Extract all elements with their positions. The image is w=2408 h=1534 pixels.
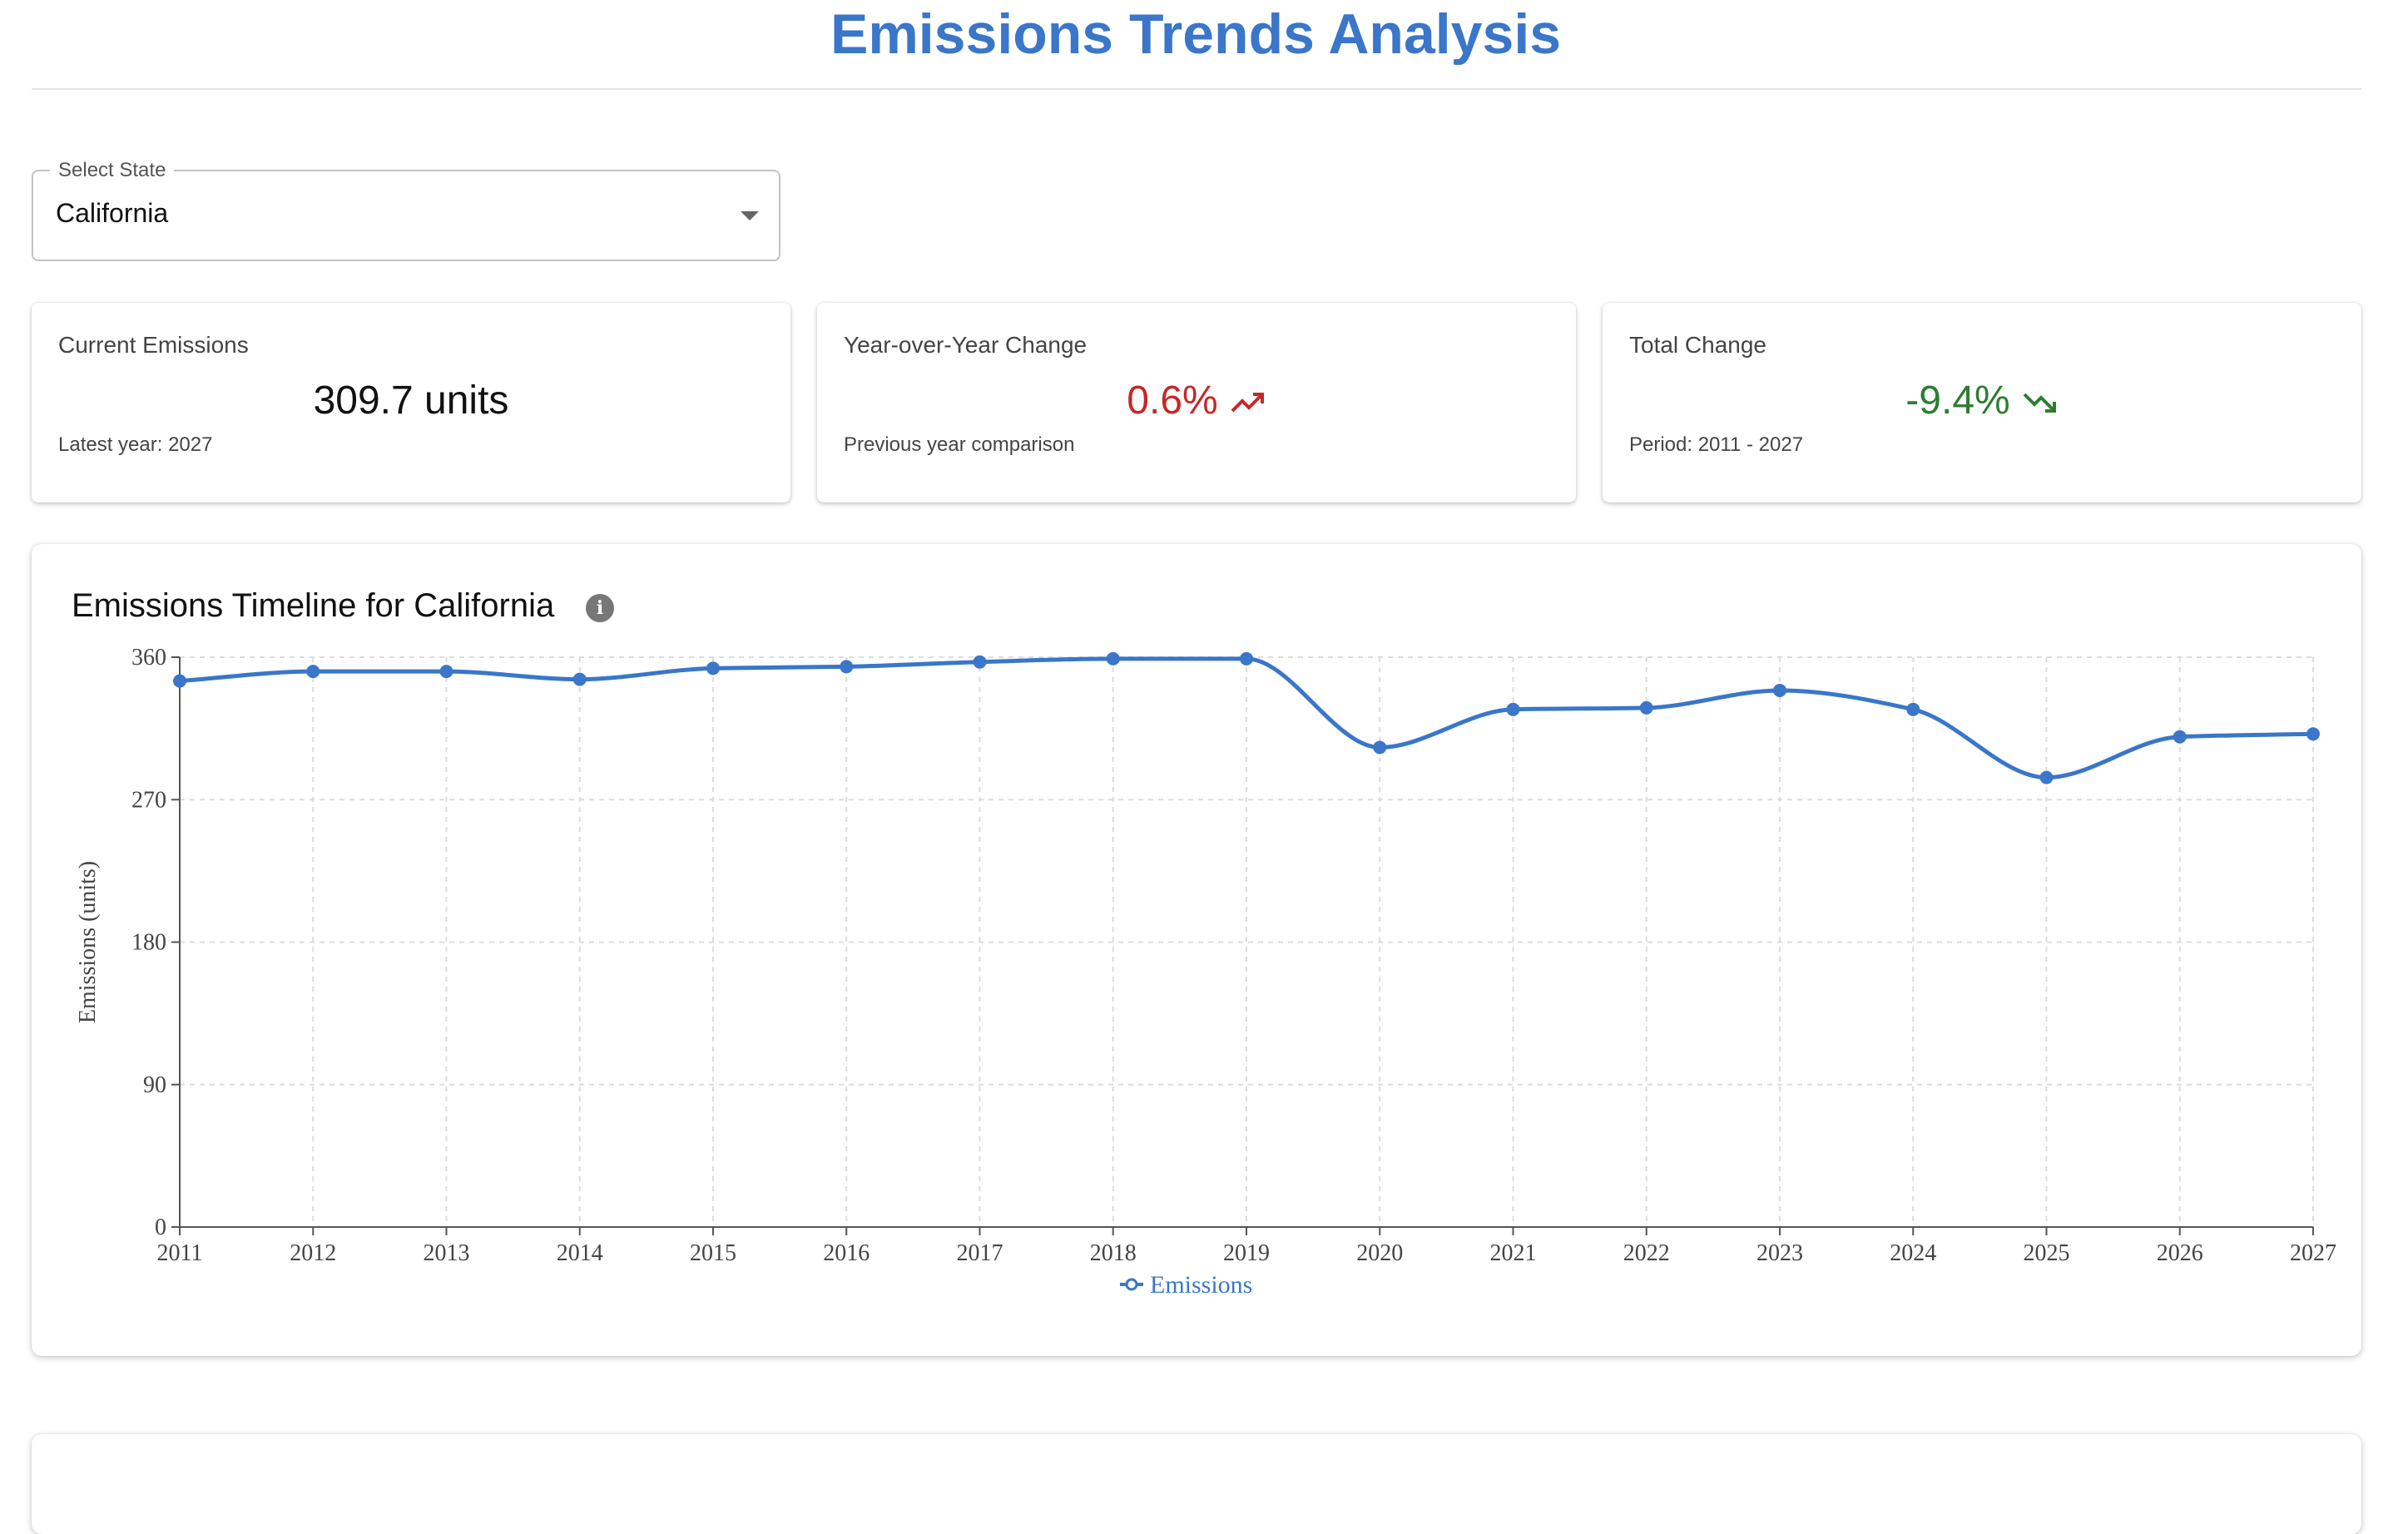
data-point <box>306 665 320 679</box>
data-point <box>973 655 987 669</box>
x-tick-label: 2025 <box>2024 1240 2070 1266</box>
total-change-card: Total Change -9.4% Period: 2011 - 2027 <box>1603 303 2361 502</box>
y-tick-label: 360 <box>131 645 166 671</box>
stat-caption: Latest year: 2027 <box>58 433 213 456</box>
x-tick-label: 2022 <box>1623 1240 1670 1266</box>
data-point <box>173 674 186 688</box>
x-tick-label: 2012 <box>290 1240 336 1266</box>
state-select-value: California <box>56 198 169 228</box>
chevron-down-icon[interactable] <box>741 211 759 220</box>
x-tick-label: 2019 <box>1223 1240 1270 1266</box>
data-point <box>1906 702 1920 716</box>
trending-down-icon <box>2022 378 2059 428</box>
stat-title: Total Change <box>1629 332 1767 358</box>
secondary-card <box>32 1434 2361 1534</box>
x-tick-label: 2016 <box>823 1240 870 1266</box>
x-tick-label: 2027 <box>2290 1240 2336 1266</box>
y-tick-label: 0 <box>155 1215 166 1240</box>
chart-legend[interactable]: Emissions <box>1120 1271 1252 1299</box>
y-tick-label: 180 <box>131 930 166 956</box>
data-point <box>1373 740 1387 755</box>
trending-up-icon <box>1230 378 1266 428</box>
x-tick-label: 2026 <box>2157 1240 2203 1266</box>
stat-title: Current Emissions <box>58 332 249 358</box>
data-point <box>2173 730 2187 744</box>
data-point <box>1639 700 1653 715</box>
data-point <box>572 672 587 686</box>
stat-value-row: 0.6% <box>817 376 1576 428</box>
data-point <box>840 660 854 674</box>
info-icon[interactable]: i <box>586 594 614 622</box>
stat-value: 309.7 units <box>313 379 509 423</box>
legend-marker-icon <box>1125 1278 1138 1291</box>
y-tick-label: 270 <box>131 787 166 813</box>
state-select-label: Select State <box>50 158 175 183</box>
stat-value: 0.6% <box>1127 379 1218 423</box>
current-emissions-card: Current Emissions 309.7 units Latest yea… <box>32 303 790 502</box>
chart-title: Emissions Timeline for California <box>72 587 555 624</box>
title-divider <box>32 88 2361 90</box>
x-tick-label: 2024 <box>1890 1240 1936 1266</box>
x-tick-label: 2017 <box>957 1240 1003 1266</box>
data-point <box>1773 683 1786 697</box>
data-point <box>1106 651 1120 666</box>
data-point <box>2039 770 2054 784</box>
y-tick-label: 90 <box>143 1072 166 1098</box>
page-title: Emissions Trends Analysis <box>830 2 1562 66</box>
x-tick-label: 2021 <box>1490 1240 1537 1266</box>
stat-value-row: -9.4% <box>1603 376 2361 428</box>
stat-caption: Period: 2011 - 2027 <box>1629 433 1804 456</box>
x-tick-label: 2014 <box>557 1240 603 1266</box>
y-axis-label: Emissions (units) <box>75 861 101 1023</box>
yoy-change-card: Year-over-Year Change 0.6% Previous year… <box>817 303 1576 502</box>
x-tick-label: 2020 <box>1356 1240 1403 1266</box>
x-tick-label: 2018 <box>1090 1240 1137 1266</box>
state-select[interactable]: Select State California <box>32 158 780 261</box>
emissions-series-line <box>179 656 2314 780</box>
legend-label: Emissions <box>1150 1271 1252 1299</box>
x-tick-label: 2015 <box>690 1240 736 1266</box>
data-point <box>439 665 453 679</box>
data-point <box>1506 702 1520 716</box>
data-point <box>2306 727 2320 741</box>
stat-caption: Previous year comparison <box>844 433 1075 456</box>
x-tick-label: 2013 <box>424 1240 470 1266</box>
stat-title: Year-over-Year Change <box>844 332 1088 358</box>
data-point <box>1240 651 1253 666</box>
stat-value-row: 309.7 units <box>32 376 790 426</box>
x-tick-label: 2011 <box>157 1240 203 1266</box>
data-point <box>706 661 720 675</box>
emissions-line-chart: 0 90 180 270 360 2011 2012 2013 2014 2015 2016 2017… <box>75 645 2336 1299</box>
emissions-timeline-card: Emissions Timeline for California i 0 90 1… <box>32 544 2361 1356</box>
x-tick-label: 2023 <box>1756 1240 1803 1266</box>
stat-value: -9.4% <box>1905 379 2010 423</box>
